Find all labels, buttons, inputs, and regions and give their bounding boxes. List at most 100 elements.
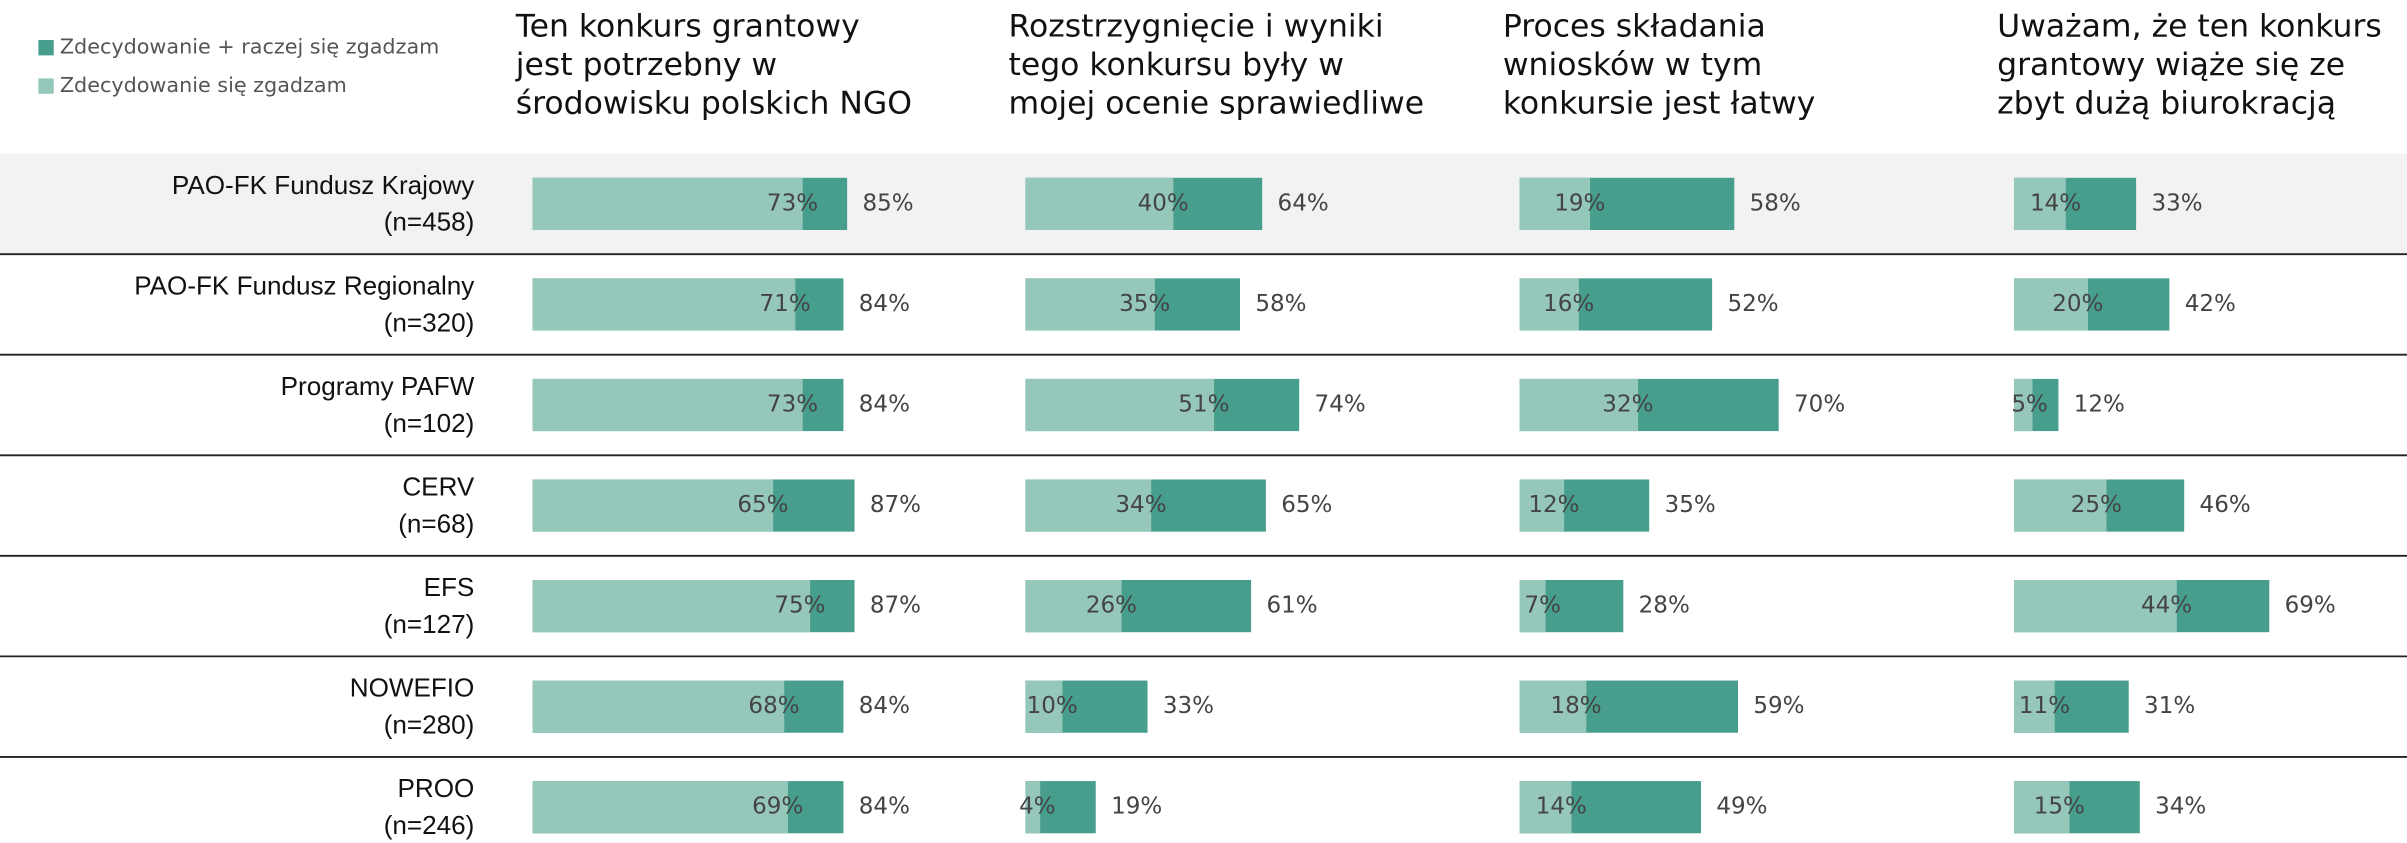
strong-label: 15% — [2034, 794, 2085, 820]
strong-label: 32% — [1602, 391, 1653, 417]
total-label: 74% — [1315, 391, 1366, 417]
bar-strong — [1025, 177, 1174, 230]
total-label: 61% — [1266, 593, 1317, 619]
bar-strong — [1519, 177, 1591, 230]
category-label: CERV — [402, 472, 475, 502]
strong-label: 40% — [1138, 190, 1189, 216]
strong-label: 10% — [1027, 693, 1078, 719]
total-label: 69% — [2285, 593, 2336, 619]
panel-title: tego konkursu były w — [1009, 47, 1344, 83]
total-label: 31% — [2144, 693, 2195, 719]
bar-strong — [2014, 479, 2107, 532]
total-label: 64% — [1278, 190, 1329, 216]
panel-title: środowisku polskich NGO — [516, 86, 912, 122]
bar-strong — [1519, 781, 1572, 834]
total-label: 58% — [1750, 190, 1801, 216]
bar-strong — [2014, 177, 2066, 230]
total-label: 70% — [1794, 391, 1845, 417]
category-label: PAO-FK Fundusz Krajowy — [172, 170, 474, 200]
total-label: 84% — [859, 794, 910, 820]
sample-size: (n=102) — [384, 408, 475, 438]
strong-label: 18% — [1551, 693, 1602, 719]
panel-title: mojej ocenie sprawiedliwe — [1009, 86, 1425, 122]
bar-strong — [1025, 378, 1215, 432]
sample-size: (n=320) — [384, 307, 475, 337]
bar-strong — [532, 680, 785, 733]
panel-title: Ten konkurs grantowy — [515, 9, 860, 45]
strong-label: 73% — [767, 391, 818, 417]
bar-strong — [532, 378, 803, 432]
sample-size: (n=280) — [384, 709, 475, 739]
strong-label: 14% — [1536, 794, 1587, 820]
total-label: 52% — [1727, 291, 1778, 317]
strong-label: 35% — [1119, 291, 1170, 317]
bar-strong — [1025, 781, 1041, 834]
strong-label: 69% — [752, 794, 803, 820]
sample-size: (n=246) — [384, 810, 475, 840]
strong-label: 51% — [1178, 391, 1229, 417]
panel-title: grantowy wiąże się ze — [1997, 47, 2345, 83]
bar-strong — [532, 579, 811, 633]
bar-strong — [1519, 479, 1565, 532]
total-label: 84% — [859, 391, 910, 417]
bar-strong — [1519, 579, 1546, 633]
strong-label: 4% — [1019, 794, 1056, 820]
strong-label: 5% — [2011, 391, 2048, 417]
bar-strong — [532, 278, 796, 331]
bar-strong — [1025, 579, 1122, 633]
total-label: 65% — [1281, 492, 1332, 518]
strong-label: 11% — [2019, 693, 2070, 719]
strong-label: 73% — [767, 190, 818, 216]
legend-label: Zdecydowanie się zgadzam — [60, 73, 347, 97]
total-label: 85% — [862, 190, 913, 216]
strong-label: 14% — [2030, 190, 2081, 216]
strong-label: 71% — [760, 291, 811, 317]
total-label: 49% — [1716, 794, 1767, 820]
bar-strong — [2014, 680, 2055, 733]
total-label: 33% — [2151, 190, 2202, 216]
panel-title: jest potrzebny w — [515, 47, 777, 83]
panel-title: Uważam, że ten konkurs — [1997, 9, 2382, 45]
legend-label: Zdecydowanie + raczej się zgadzam — [60, 35, 439, 59]
strong-label: 19% — [1554, 190, 1605, 216]
bar-strong — [532, 479, 774, 532]
strong-label: 12% — [1528, 492, 1579, 518]
strong-label: 75% — [774, 593, 825, 619]
bar-strong — [1519, 378, 1639, 432]
total-label: 12% — [2074, 391, 2125, 417]
bar-strong — [2014, 278, 2089, 331]
total-label: 19% — [1111, 794, 1162, 820]
strong-label: 44% — [2141, 593, 2192, 619]
total-label: 33% — [1163, 693, 1214, 719]
strong-label: 16% — [1543, 291, 1594, 317]
bar-strong — [1025, 479, 1152, 532]
total-label: 87% — [870, 593, 921, 619]
total-label: 46% — [2200, 492, 2251, 518]
category-label: PAO-FK Fundusz Regionalny — [134, 270, 474, 300]
bar-strong — [2014, 378, 2033, 432]
panel-title: Rozstrzygnięcie i wyniki — [1009, 9, 1384, 45]
panel-title: konkursie jest łatwy — [1503, 86, 1816, 122]
total-label: 87% — [870, 492, 921, 518]
sample-size: (n=127) — [384, 609, 475, 639]
strong-label: 7% — [1524, 593, 1561, 619]
category-label: EFS — [424, 572, 475, 602]
total-label: 84% — [859, 693, 910, 719]
legend-swatch — [38, 40, 54, 56]
strong-label: 26% — [1086, 593, 1137, 619]
strong-label: 68% — [748, 693, 799, 719]
total-label: 42% — [2185, 291, 2236, 317]
strong-label: 25% — [2071, 492, 2122, 518]
total-label: 58% — [1255, 291, 1306, 317]
bar-strong — [2014, 781, 2070, 834]
total-label: 84% — [859, 291, 910, 317]
panel-title: Proces składania — [1503, 9, 1766, 45]
bar-strong — [1025, 278, 1155, 331]
total-label: 59% — [1753, 693, 1804, 719]
bar-strong — [2014, 579, 2177, 633]
panel-title: wniosków w tym — [1503, 47, 1762, 83]
panel-title: zbyt dużą biurokracją — [1997, 86, 2336, 122]
category-label: PROO — [398, 773, 475, 803]
sample-size: (n=458) — [384, 207, 475, 237]
